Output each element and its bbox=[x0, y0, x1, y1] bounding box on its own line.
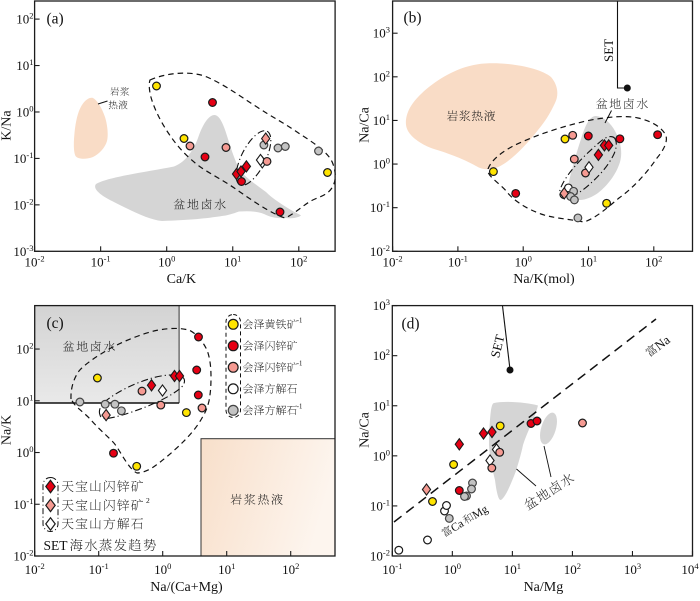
svg-text:101: 101 bbox=[504, 561, 521, 577]
svg-text:101: 101 bbox=[580, 254, 597, 270]
svg-text:102: 102 bbox=[282, 561, 299, 577]
svg-text:103: 103 bbox=[373, 297, 390, 313]
svg-text:102: 102 bbox=[16, 11, 33, 27]
svg-text:(c): (c) bbox=[47, 315, 64, 332]
svg-text:-1: -1 bbox=[297, 403, 303, 410]
svg-text:Na/Mg: Na/Mg bbox=[524, 580, 564, 595]
svg-text:101: 101 bbox=[224, 254, 241, 270]
svg-text:SET: SET bbox=[487, 333, 507, 359]
svg-text:Na/K(mol): Na/K(mol) bbox=[513, 272, 575, 287]
svg-text:102: 102 bbox=[373, 347, 390, 363]
svg-text:100: 100 bbox=[515, 254, 532, 270]
svg-text:(d): (d) bbox=[402, 316, 420, 333]
svg-text:100: 100 bbox=[373, 447, 390, 463]
svg-text:Na/Ca: Na/Ca bbox=[358, 106, 373, 143]
svg-text:(a): (a) bbox=[47, 11, 64, 28]
svg-text:Na/K: Na/K bbox=[0, 415, 15, 445]
svg-text:100: 100 bbox=[373, 156, 390, 172]
svg-text:103: 103 bbox=[373, 25, 390, 41]
svg-text:(b): (b) bbox=[404, 10, 422, 27]
svg-text:102: 102 bbox=[290, 254, 307, 270]
svg-text:Na/(Ca+Mg): Na/(Ca+Mg) bbox=[150, 580, 223, 595]
svg-text:101: 101 bbox=[373, 112, 390, 128]
svg-text:102: 102 bbox=[16, 341, 33, 357]
svg-text:101: 101 bbox=[16, 57, 33, 73]
svg-text:Na/Ca: Na/Ca bbox=[358, 411, 373, 448]
svg-text:101: 101 bbox=[373, 397, 390, 413]
svg-text:100: 100 bbox=[16, 444, 33, 460]
svg-text:102: 102 bbox=[564, 561, 581, 577]
svg-text:100: 100 bbox=[158, 254, 175, 270]
svg-text:100: 100 bbox=[16, 103, 33, 119]
svg-text:Ca/K: Ca/K bbox=[167, 272, 197, 287]
svg-text:Ca: Ca bbox=[449, 518, 466, 535]
svg-text:Na: Na bbox=[652, 332, 673, 353]
svg-text:-1: -1 bbox=[297, 317, 303, 324]
svg-text:-1: -1 bbox=[297, 360, 303, 367]
svg-text:100: 100 bbox=[154, 561, 171, 577]
svg-text:100: 100 bbox=[444, 561, 461, 577]
svg-text:101: 101 bbox=[218, 561, 235, 577]
svg-text:K/Na: K/Na bbox=[0, 110, 15, 141]
svg-text:101: 101 bbox=[16, 392, 33, 408]
svg-text:102: 102 bbox=[373, 68, 390, 84]
svg-text:103: 103 bbox=[624, 561, 641, 577]
svg-text:SET: SET bbox=[44, 538, 69, 553]
svg-text:SET: SET bbox=[601, 39, 616, 62]
svg-text:2: 2 bbox=[146, 496, 150, 505]
svg-text:102: 102 bbox=[645, 254, 662, 270]
